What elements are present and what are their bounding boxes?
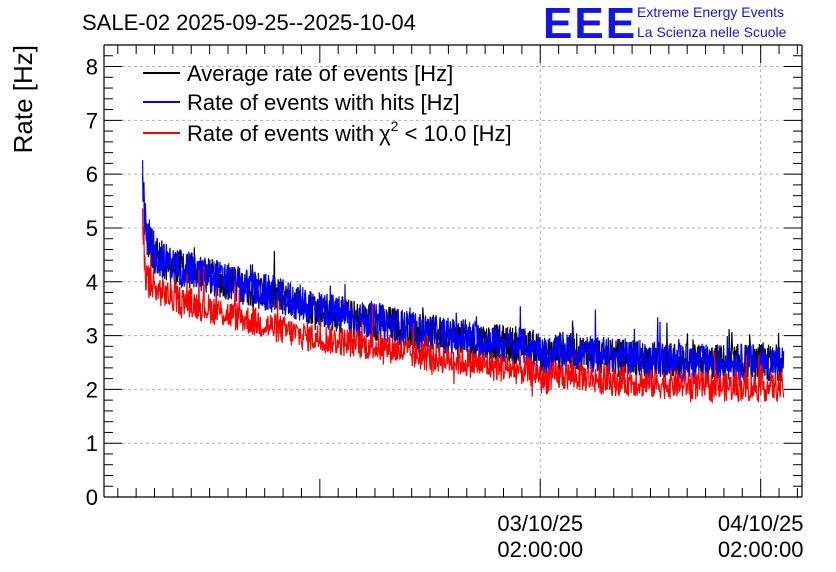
y-tick-label: 2	[86, 377, 98, 402]
x-tick-label-date: 03/10/25	[497, 511, 583, 536]
x-tick-label-date: 04/10/25	[718, 511, 804, 536]
logo-line-2: La Scienza nelle Scuole	[637, 24, 787, 40]
y-tick-label: 6	[86, 162, 98, 187]
legend-label-2: Rate of events with hits [Hz]	[187, 90, 460, 115]
x-tick-label-time: 02:00:00	[497, 537, 583, 562]
series-line-1	[142, 176, 785, 382]
y-tick-label: 8	[86, 55, 98, 80]
y-tick-label: 7	[86, 108, 98, 133]
y-tick-label: 3	[86, 324, 98, 349]
chart-title: SALE-02 2025-09-25--2025-10-04	[82, 10, 416, 35]
legend-text: Rate of events with hits [Hz]	[187, 90, 460, 115]
x-tick-label-time: 02:00:00	[718, 537, 804, 562]
series-line-3	[142, 208, 785, 405]
eee-logo: EEE	[543, 0, 638, 48]
y-tick-label: 5	[86, 216, 98, 241]
series-line-2	[142, 160, 785, 389]
legend-superscript: 2	[391, 118, 399, 134]
legend-chi-symbol: χ	[379, 121, 391, 146]
logo-line-1: Extreme Energy Events	[637, 4, 785, 20]
legend-text: Average rate of events [Hz]	[187, 61, 453, 86]
legend-text: Rate of events with	[187, 121, 374, 146]
y-tick-label: 1	[86, 431, 98, 456]
legend-suffix: < 10.0 [Hz]	[398, 121, 511, 146]
legend-label-3: Rate of events with χ2 < 10.0 [Hz]	[187, 118, 512, 146]
y-tick-label: 0	[86, 485, 98, 510]
y-axis-label: Rate [Hz]	[8, 45, 38, 153]
y-tick-label: 4	[86, 270, 98, 295]
legend-label-1: Average rate of events [Hz]	[187, 61, 453, 86]
